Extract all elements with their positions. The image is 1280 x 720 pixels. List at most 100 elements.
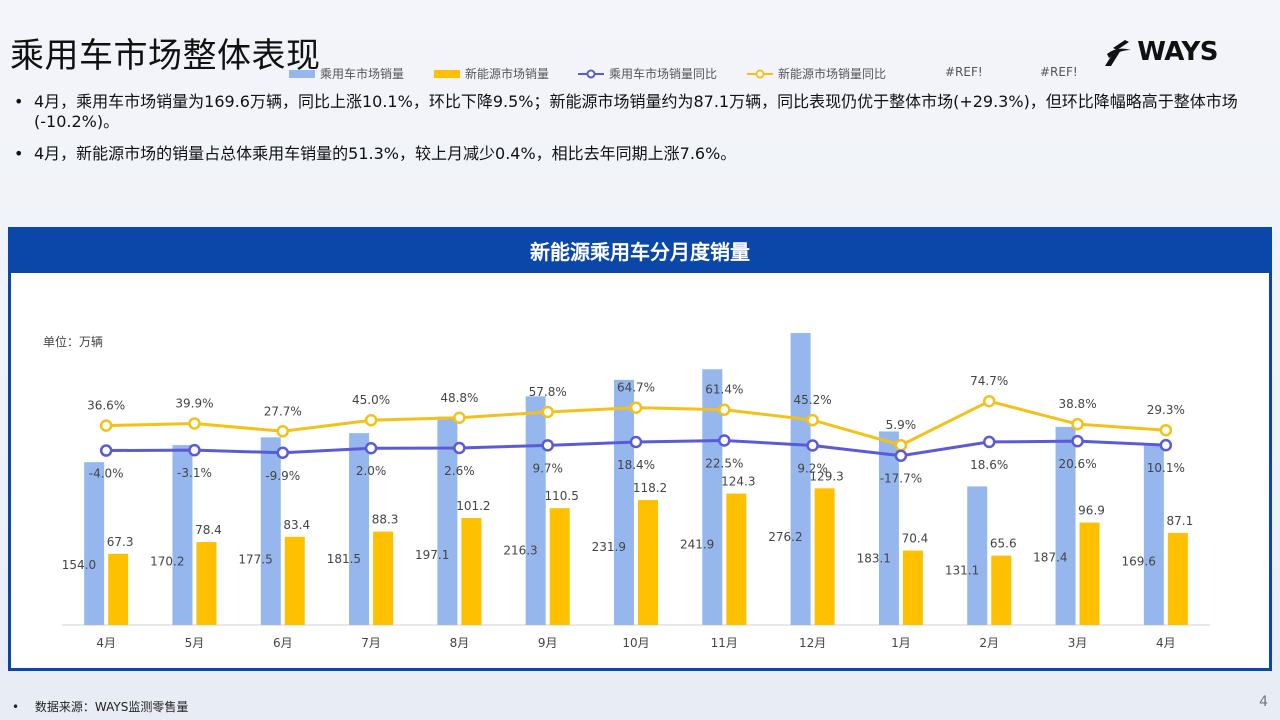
x-tick-label: 1月 bbox=[891, 636, 911, 650]
data-label-nev-sales: 118.2 bbox=[633, 481, 667, 495]
bar-nev-sales bbox=[461, 518, 482, 625]
x-tick-label: 9月 bbox=[538, 636, 558, 650]
point-total-yoy bbox=[894, 449, 908, 462]
bar-total-sales bbox=[525, 396, 546, 625]
data-label-total-sales: 169.6 bbox=[1121, 555, 1155, 569]
point-total-yoy bbox=[806, 439, 819, 452]
data-label-nev-yoy: 61.4% bbox=[705, 383, 743, 397]
bar-nev-sales bbox=[1079, 522, 1100, 625]
legend-item-nev-sales: 新能源市场销量 bbox=[434, 65, 549, 82]
data-label-total-sales: 231.9 bbox=[592, 540, 626, 554]
data-label-nev-yoy: 48.8% bbox=[440, 391, 478, 405]
point-nev-yoy bbox=[894, 438, 908, 452]
data-label-total-sales: 216.3 bbox=[503, 544, 537, 558]
point-nev-yoy bbox=[541, 405, 554, 419]
bar-nev-sales bbox=[991, 555, 1012, 625]
bar-total-sales bbox=[437, 416, 458, 625]
data-label-nev-yoy: 5.9% bbox=[886, 418, 917, 432]
bar-total-sales bbox=[349, 433, 370, 625]
x-tick-label: 7月 bbox=[361, 636, 381, 650]
data-label-total-yoy: -4.0% bbox=[89, 467, 124, 481]
data-label-nev-sales: 65.6 bbox=[990, 537, 1017, 551]
bar-nev-sales bbox=[902, 550, 923, 625]
data-label-nev-yoy: 45.2% bbox=[794, 393, 832, 407]
legend-item-ref-1: #REF! bbox=[945, 65, 983, 79]
x-tick-label: 6月 bbox=[273, 636, 293, 650]
data-label-total-sales: 187.4 bbox=[1033, 550, 1067, 564]
data-label-total-yoy: 9.7% bbox=[532, 461, 563, 475]
x-tick-label: 10月 bbox=[622, 636, 649, 650]
point-nev-yoy bbox=[1071, 417, 1084, 431]
footer-bullet-icon: • bbox=[12, 700, 20, 714]
data-label-total-sales: 276.2 bbox=[768, 530, 802, 544]
legend-swatch-nev-sales bbox=[434, 69, 460, 78]
point-total-yoy bbox=[718, 434, 731, 447]
data-label-total-yoy: 18.4% bbox=[617, 458, 655, 472]
legend-label-nev-sales: 新能源市场销量 bbox=[465, 67, 550, 81]
data-label-total-sales: 177.5 bbox=[238, 553, 272, 567]
data-label-total-sales: 197.1 bbox=[415, 548, 449, 562]
data-label-nev-sales: 88.3 bbox=[372, 513, 399, 527]
data-label-total-yoy: -9.9% bbox=[265, 469, 300, 483]
bar-nev-sales bbox=[1167, 532, 1188, 625]
ways-logo: WAYS bbox=[1101, 34, 1218, 70]
bar-nev-sales bbox=[108, 553, 129, 625]
legend-item-ref-2: #REF! bbox=[1040, 65, 1078, 79]
unit-label: 单位：万辆 bbox=[43, 335, 104, 349]
legend-item-total-yoy: 乘用车市场销量同比 bbox=[578, 65, 717, 82]
point-nev-yoy bbox=[806, 413, 819, 427]
legend-label-ref-1: #REF! bbox=[945, 65, 983, 79]
legend-item-nev-yoy: 新能源市场销量同比 bbox=[747, 65, 886, 82]
bar-nev-sales bbox=[638, 500, 658, 625]
point-nev-yoy bbox=[453, 411, 466, 425]
point-nev-yoy bbox=[629, 401, 643, 414]
data-label-nev-sales: 124.3 bbox=[721, 475, 755, 489]
data-label-nev-sales: 96.9 bbox=[1078, 504, 1105, 518]
legend-marker-total-yoy bbox=[578, 69, 604, 78]
data-label-total-yoy: 2.0% bbox=[356, 464, 387, 478]
bar-nev-sales bbox=[284, 536, 305, 625]
x-tick-label: 3月 bbox=[1068, 636, 1088, 650]
bar-nev-sales bbox=[549, 508, 570, 625]
data-label-nev-yoy: 74.7% bbox=[970, 374, 1008, 388]
bar-nev-sales bbox=[726, 493, 747, 625]
point-total-yoy bbox=[453, 441, 466, 455]
data-label-total-yoy: 22.5% bbox=[705, 456, 743, 470]
footer-source-text: 数据来源：WAYS监测零售量 bbox=[34, 700, 189, 714]
data-label-total-yoy: 20.6% bbox=[1058, 457, 1096, 471]
data-label-nev-yoy: 45.0% bbox=[352, 393, 390, 407]
legend-label-ref-2: #REF! bbox=[1040, 65, 1078, 79]
data-label-nev-yoy: 27.7% bbox=[264, 404, 302, 418]
data-label-nev-yoy: 29.3% bbox=[1147, 403, 1185, 417]
bar-total-sales bbox=[84, 462, 105, 625]
point-nev-yoy bbox=[99, 419, 113, 432]
point-nev-yoy bbox=[364, 413, 378, 427]
data-label-nev-sales: 129.3 bbox=[809, 469, 843, 483]
data-label-total-sales: 154.0 bbox=[62, 558, 96, 572]
data-label-nev-yoy: 64.7% bbox=[617, 381, 655, 395]
summary-bullet-2: 4月，新能源市场的销量占总体乘用车销量的51.3%，较上月减少0.4%，相比去年… bbox=[12, 144, 1242, 164]
data-label-total-yoy: 2.6% bbox=[444, 464, 475, 478]
point-total-yoy bbox=[541, 439, 554, 452]
point-nev-yoy bbox=[982, 394, 996, 408]
data-label-total-yoy: 10.1% bbox=[1147, 461, 1185, 475]
data-label-total-sales: 241.9 bbox=[680, 538, 714, 552]
data-label-nev-yoy: 38.8% bbox=[1058, 397, 1096, 411]
x-tick-label: 8月 bbox=[450, 636, 470, 650]
bar-total-sales bbox=[967, 486, 988, 625]
data-label-nev-sales: 110.5 bbox=[545, 489, 579, 503]
bar-total-sales bbox=[702, 369, 723, 625]
legend-item-total-sales: 乘用车市场销量 bbox=[289, 65, 404, 82]
bar-nev-sales bbox=[196, 542, 217, 625]
point-total-yoy bbox=[188, 443, 201, 457]
ways-logo-icon bbox=[1105, 40, 1132, 66]
bar-total-sales bbox=[1143, 445, 1164, 625]
chart-title: 新能源乘用车分月度销量 bbox=[530, 239, 750, 264]
point-nev-yoy bbox=[188, 417, 201, 430]
x-tick-label: 12月 bbox=[799, 636, 826, 650]
bar-total-sales bbox=[260, 437, 281, 625]
data-label-nev-sales: 78.4 bbox=[195, 523, 222, 537]
x-tick-label: 11月 bbox=[711, 636, 738, 650]
x-tick-label: 4月 bbox=[1156, 636, 1176, 650]
